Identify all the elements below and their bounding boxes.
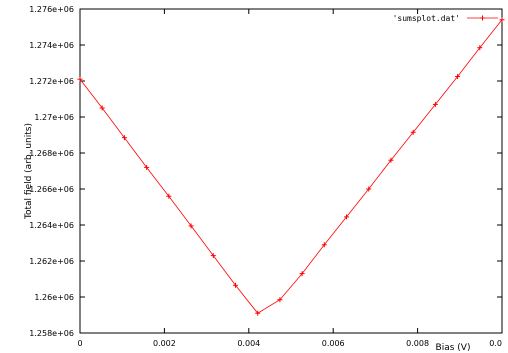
y-tick-label: 1.276e+06 — [29, 5, 74, 14]
x-axis-label: Bias (V) — [436, 343, 471, 353]
legend-marker-glyph — [480, 15, 485, 21]
legend-label: 'sumsplot.dat' — [393, 14, 460, 23]
x-tick-label: 0.004 — [237, 339, 260, 348]
y-axis-label: Total field (arb. units) — [24, 123, 34, 220]
data-point — [321, 242, 327, 248]
data-point — [144, 164, 150, 170]
data-point — [232, 282, 238, 288]
tick-marks — [79, 8, 503, 334]
data-point — [166, 193, 172, 199]
data-point — [477, 45, 483, 51]
data-point — [77, 76, 83, 82]
plot-frame — [79, 8, 503, 334]
x-tick-label: 0.002 — [153, 339, 176, 348]
data-point — [188, 223, 194, 229]
x-tick-labels: 0 0.002 0.004 0.006 0.008 0.0 — [77, 339, 502, 348]
y-tick-label: 1.264e+06 — [29, 221, 74, 230]
x-tick-label: 0 — [77, 339, 82, 348]
y-tick-label: 1.274e+06 — [29, 41, 74, 50]
x-tick-label: 0.006 — [322, 339, 345, 348]
y-tick-label: 1.258e+06 — [29, 329, 74, 338]
y-tick-label: 1.26e+06 — [34, 293, 74, 302]
data-point — [299, 271, 305, 277]
legend: 'sumsplot.dat' — [393, 14, 498, 23]
data-point — [499, 17, 505, 23]
data-point — [277, 297, 283, 303]
data-point — [388, 157, 394, 163]
x-tick-label: 0.0 — [489, 339, 502, 348]
data-point — [455, 74, 461, 79]
y-tick-label: 1.27e+06 — [34, 113, 74, 122]
x-tick-label: 0.008 — [406, 339, 429, 348]
data-point — [344, 214, 350, 220]
data-point — [410, 129, 416, 135]
series-line — [79, 19, 503, 314]
data-point — [432, 101, 438, 107]
y-tick-label: 1.268e+06 — [29, 149, 74, 158]
y-tick-label: 1.272e+06 — [29, 77, 74, 86]
data-point — [255, 310, 261, 316]
legend-marker — [480, 15, 485, 21]
y-tick-label: 1.262e+06 — [29, 257, 74, 266]
data-point — [99, 105, 105, 111]
data-point — [121, 135, 127, 141]
data-point — [210, 253, 216, 259]
y-tick-labels: 1.258e+06 1.26e+06 1.262e+06 1.264e+06 1.266… — [29, 5, 74, 338]
data-point — [366, 186, 372, 192]
series-group — [77, 17, 505, 316]
y-tick-label: 1.266e+06 — [29, 185, 74, 194]
